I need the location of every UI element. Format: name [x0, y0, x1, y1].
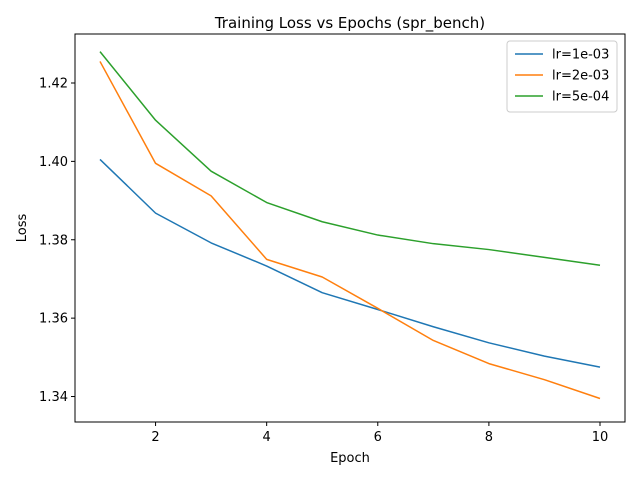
y-tick-label: 1.42: [39, 76, 68, 91]
x-tick-label: 8: [485, 430, 493, 445]
x-tick-label: 2: [151, 430, 159, 445]
legend-box: [506, 40, 618, 113]
series-line-2: [99, 51, 601, 266]
x-axis-label: Epoch: [330, 451, 370, 466]
y-axis-label: Loss: [15, 214, 30, 243]
y-tick-label: 1.40: [39, 155, 68, 170]
y-tick-label: 1.38: [39, 233, 68, 248]
x-axis: 2 4 6 8 10: [151, 422, 608, 445]
legend-label-2: lr=5e-04: [552, 90, 609, 105]
x-tick-label: 6: [374, 430, 382, 445]
plot-lines: [99, 51, 601, 400]
chart-title: Training Loss vs Epochs (spr_bench): [214, 14, 485, 33]
legend: lr=1e-03 lr=2e-03 lr=5e-04: [506, 40, 618, 113]
series-line-0: [99, 158, 601, 368]
legend-label-1: lr=2e-03: [552, 69, 609, 84]
x-tick-label: 4: [263, 430, 271, 445]
y-axis: 1.34 1.36 1.38 1.40 1.42: [39, 76, 75, 405]
series-line-1: [99, 61, 601, 400]
y-tick-label: 1.34: [39, 390, 68, 405]
x-tick-label: 10: [592, 430, 609, 445]
plot-frame: [74, 33, 626, 423]
legend-label-0: lr=1e-03: [552, 48, 609, 63]
y-tick-label: 1.36: [39, 312, 68, 327]
